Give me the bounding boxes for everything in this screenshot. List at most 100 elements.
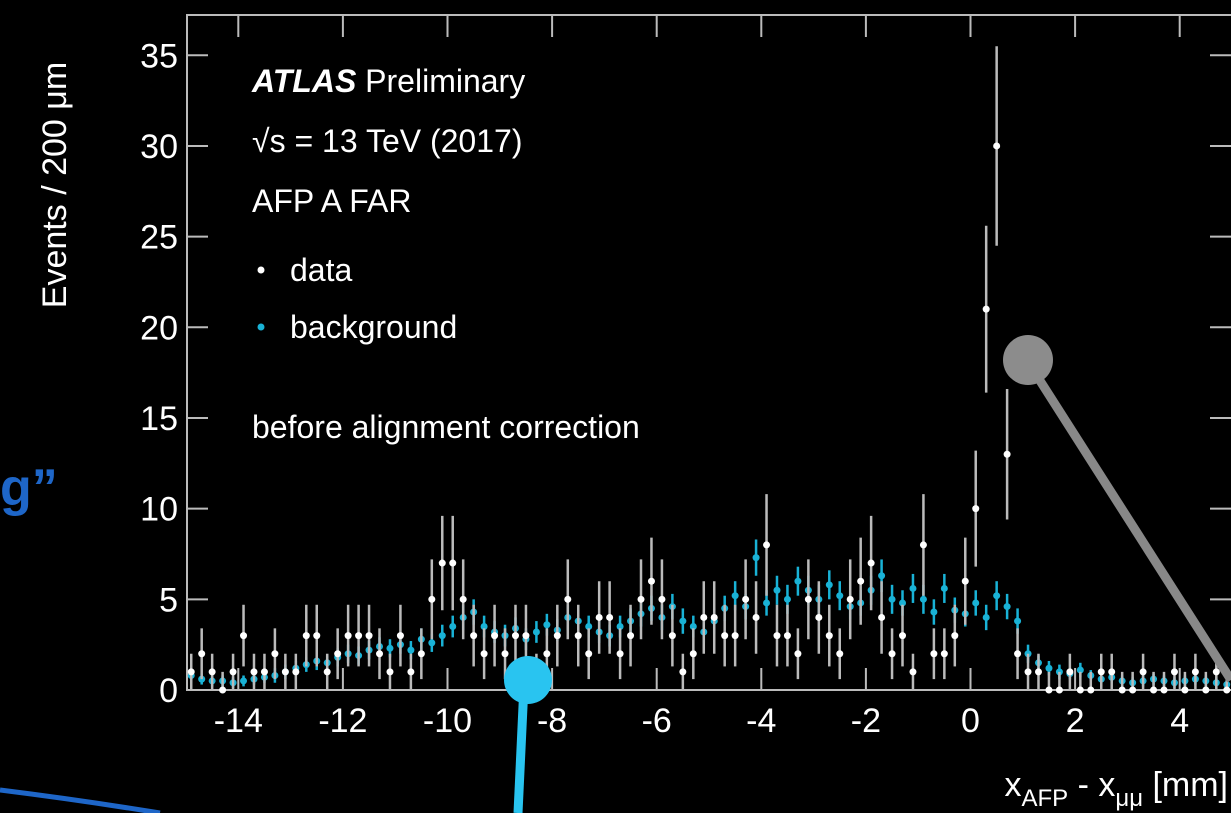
data-point (334, 650, 342, 658)
data-point (930, 650, 938, 658)
x-label-sub: μμ (1115, 785, 1143, 812)
data-point (1160, 686, 1168, 694)
data-point (417, 650, 425, 658)
data-point (689, 650, 697, 658)
data-point (731, 632, 739, 640)
slide-line (0, 787, 161, 813)
legend-marker (257, 323, 265, 331)
data-point (470, 632, 478, 640)
data-point (836, 650, 844, 658)
x-tick-label: 2 (1066, 702, 1085, 740)
data-point (407, 668, 415, 676)
data-point (240, 632, 248, 640)
x-tick-label: -8 (537, 702, 567, 740)
data-point (1014, 650, 1022, 658)
x-tick-label: 4 (1170, 702, 1189, 740)
data-point (940, 584, 948, 592)
data-point (260, 668, 268, 676)
x-label-main: x (1004, 766, 1021, 804)
data-point (658, 595, 666, 603)
plot: 0 5 10 15 20 25 30 35 -14 -12 -10 -8 -6 -4 -2 0 2 4 (140, 15, 1231, 740)
x-axis-label: xAFP - xμμ [mm] (1004, 766, 1228, 812)
data-point (438, 559, 446, 567)
data-point (763, 599, 771, 607)
data-point (1045, 664, 1053, 672)
data-point (1024, 668, 1032, 676)
data-point (888, 650, 896, 658)
data-point (919, 541, 927, 549)
data-point (407, 646, 415, 654)
data-point (449, 559, 457, 567)
data-point (323, 668, 331, 676)
data-point (689, 623, 697, 631)
data-point (1118, 686, 1126, 694)
data-point (1108, 668, 1116, 676)
data-point (1003, 603, 1011, 611)
x-tick-label: -14 (214, 702, 263, 740)
y-tick-label: 35 (140, 37, 178, 75)
data-point (491, 632, 499, 640)
data-point (396, 632, 404, 640)
data-point (742, 595, 750, 603)
x-tick-label: -2 (851, 702, 881, 740)
y-tick-label: 25 (140, 219, 178, 257)
data-point (940, 650, 948, 658)
data-point (1129, 686, 1137, 694)
data-point (553, 632, 561, 640)
data-point (250, 668, 258, 676)
data-point (909, 668, 917, 676)
data-point (1087, 686, 1095, 694)
plot-frame (186, 14, 1231, 691)
data-point (982, 305, 990, 313)
data-point (668, 632, 676, 640)
callout-line (1026, 362, 1231, 683)
data-point (752, 613, 760, 621)
data-point (951, 632, 959, 640)
data-point (302, 632, 310, 640)
data-point (857, 577, 865, 585)
data-point (438, 632, 446, 640)
x-label-unit: [mm] (1143, 766, 1228, 804)
data-point (616, 623, 624, 631)
data-point (972, 505, 980, 513)
data-point (637, 595, 645, 603)
data-point (229, 668, 237, 676)
data-point (606, 613, 614, 621)
status: Preliminary (365, 63, 525, 99)
data-point (700, 613, 708, 621)
data-point (532, 628, 540, 636)
data-point (972, 599, 980, 607)
data-point (878, 572, 886, 580)
data-point (993, 142, 1001, 150)
data-point (1097, 668, 1105, 676)
data-point (888, 595, 896, 603)
callout-dot (1003, 335, 1053, 385)
callout-dot (504, 656, 552, 704)
data-point (480, 650, 488, 658)
data-point (909, 584, 917, 592)
y-tick-label: 10 (140, 491, 178, 529)
data-point (731, 592, 739, 600)
data-point (752, 554, 760, 562)
data-point (1045, 686, 1053, 694)
data-point (219, 686, 227, 694)
data-point (825, 581, 833, 589)
data-point (1076, 666, 1084, 674)
data-point (899, 632, 907, 640)
y-tick-label: 15 (140, 400, 178, 438)
data-point (501, 650, 509, 658)
data-point (899, 599, 907, 607)
data-point (794, 650, 802, 658)
data-point (365, 632, 373, 640)
data-point (1181, 686, 1189, 694)
y-tick-label: 30 (140, 128, 178, 166)
slide-fragment: g” (0, 459, 58, 517)
data-point (1212, 668, 1220, 676)
data-point (543, 650, 551, 658)
data-point (1003, 450, 1011, 458)
data-point (846, 595, 854, 603)
data-point (1139, 668, 1147, 676)
data-point (386, 644, 394, 652)
data-point (428, 639, 436, 647)
